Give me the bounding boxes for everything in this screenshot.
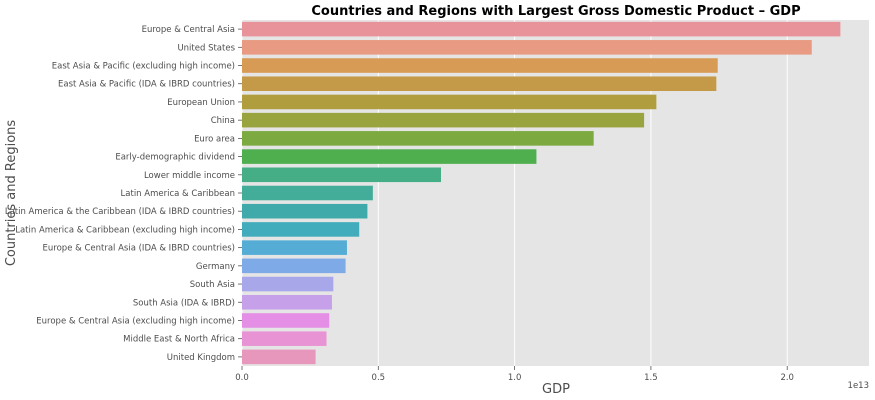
y-tick-label: East Asia & Pacific (IDA & IBRD countrie… bbox=[58, 80, 235, 90]
bar bbox=[242, 276, 334, 292]
bars bbox=[242, 21, 841, 365]
bar bbox=[242, 76, 717, 92]
bar bbox=[242, 21, 841, 37]
y-tick-label: Latin America & Caribbean (excluding hig… bbox=[15, 225, 235, 235]
y-tick-label: Lower middle income bbox=[144, 171, 235, 181]
y-tick-label: United Kingdom bbox=[167, 353, 235, 363]
bar bbox=[242, 185, 373, 201]
y-tick-label: United States bbox=[177, 43, 235, 53]
x-tick-label: 1.0 bbox=[508, 373, 522, 383]
y-tick-label: Latin America & the Caribbean (IDA & IBR… bbox=[5, 207, 235, 217]
bar bbox=[242, 58, 718, 73]
x-tick-label: 1.5 bbox=[644, 373, 658, 383]
x-scale-offset: 1e13 bbox=[848, 381, 869, 391]
bar bbox=[242, 94, 657, 110]
y-tick-label: South Asia bbox=[190, 280, 235, 290]
y-tick-label: Europe & Central Asia (excluding high in… bbox=[36, 316, 235, 326]
bar bbox=[242, 294, 332, 310]
y-tick-label: South Asia (IDA & IBRD) bbox=[133, 298, 235, 308]
y-axis-label: Countries and Regions bbox=[4, 120, 19, 267]
y-tick-label: Early-demographic dividend bbox=[115, 153, 235, 163]
bar bbox=[242, 240, 347, 255]
x-axis-label: GDP bbox=[542, 382, 570, 397]
x-tick-labels: 0.0 0.5 1.0 1.5 2.0 bbox=[235, 366, 794, 383]
y-tick-label: European Union bbox=[167, 98, 235, 108]
y-tick-label: Europe & Central Asia (IDA & IBRD countr… bbox=[43, 244, 235, 254]
y-tick-label: Latin America & Caribbean bbox=[121, 189, 235, 199]
bar bbox=[242, 167, 442, 183]
bar bbox=[242, 349, 316, 365]
bar bbox=[242, 131, 594, 146]
x-tick-label: 2.0 bbox=[780, 373, 794, 383]
bar bbox=[242, 258, 346, 274]
y-tick-label: Europe & Central Asia bbox=[142, 25, 235, 35]
y-tick-label: Euro area bbox=[194, 134, 235, 144]
bar bbox=[242, 112, 645, 128]
y-tick-label: East Asia & Pacific (excluding high inco… bbox=[52, 62, 235, 72]
y-tick-label: Germany bbox=[196, 262, 235, 272]
x-tick-label: 0.5 bbox=[372, 373, 386, 383]
chart-title: Countries and Regions with Largest Gross… bbox=[311, 4, 800, 19]
y-tick-label: China bbox=[211, 116, 235, 126]
y-tick-label: Middle East & North Africa bbox=[123, 335, 235, 345]
x-tick-label: 0.0 bbox=[235, 373, 249, 383]
bar bbox=[242, 331, 327, 346]
bar bbox=[242, 149, 537, 164]
bar bbox=[242, 40, 812, 55]
bar bbox=[242, 313, 330, 328]
y-tick-labels: Europe & Central Asia United States East A… bbox=[5, 25, 242, 363]
bar bbox=[242, 203, 368, 219]
bar bbox=[242, 222, 360, 237]
